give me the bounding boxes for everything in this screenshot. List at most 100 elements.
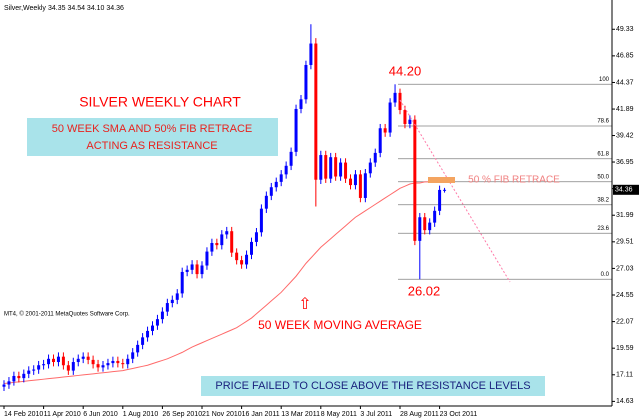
candle-body [12,375,16,382]
note-box [27,118,278,156]
candle-body [7,381,11,385]
candle-body [91,359,95,365]
candle-body [274,181,278,188]
candle-body [121,363,125,365]
last-price-box [613,184,639,195]
candle-body [195,264,199,275]
conclusion: PRICE FAILED TO CLOSE ABOVE THE RESISTAN… [215,380,530,392]
y-tick-label: 29.51 [616,239,634,246]
candle-body [42,364,46,366]
candle-body [47,358,51,365]
candle-body [259,208,263,233]
y-tick-label: 41.89 [616,106,634,113]
x-tick-label: 1 Aug 2010 [123,411,159,418]
x-tick-label: 16 Jan 2011 [242,411,280,418]
candle-body [363,173,367,198]
y-tick-label: 31.99 [616,212,634,219]
candle-body [269,187,273,196]
candle-body [131,352,135,359]
candle-body [235,252,239,261]
note-line: ACTING AS RESISTANCE [86,140,217,152]
candle-body [215,242,219,246]
candle-body [284,165,288,175]
y-tick-label: 22.07 [616,318,634,325]
candle-body [279,174,283,182]
fib-label: 0.0 [601,272,610,278]
candle-body [240,260,244,265]
candle-body [205,251,209,266]
candle-body [339,162,343,177]
candle-body [175,293,179,300]
candle-body [264,195,268,209]
fib-label: 50.0 [597,174,609,180]
candle-body [413,119,417,241]
x-tick-label: 21 Nov 2010 [202,411,242,418]
candle-body [146,330,150,338]
last-price-label: 34.36 [615,187,633,194]
sma-note: 50 WEEK MOVING AVERAGE [258,318,422,332]
candle-body [428,222,432,231]
candle-body [304,64,308,100]
candle-body [393,92,397,103]
candle-body [373,152,377,163]
candle-body [141,337,145,345]
y-tick-label: 36.95 [616,159,634,166]
x-tick-label: 23 Oct 2011 [440,411,478,418]
candle-body [329,157,333,179]
y-tick-label: 24.55 [616,292,634,299]
y-tick-label: 44.37 [616,79,634,86]
candle-body [438,189,442,211]
note-line: 50 WEEK SMA AND 50% FIB RETRACE [52,123,253,135]
y-tick-label: 19.59 [616,345,634,352]
candle-body [101,365,105,368]
candle-body [353,174,357,186]
candle-body [61,356,65,366]
fib-label: 100 [599,77,610,83]
candle-body [136,344,140,353]
candle-body [254,232,258,242]
candle-body [388,102,392,133]
candle-body [185,269,189,272]
candle-body [210,242,214,252]
candle-body [200,265,204,275]
candle-body [344,162,348,179]
candle-body [126,358,130,365]
candle-body [289,151,293,166]
candle-body [2,384,6,387]
candle-body [314,43,318,180]
candle-body [106,363,110,366]
candle-body [22,373,26,379]
candle-body [81,356,85,359]
candle-body [155,319,159,326]
trend-line [399,99,511,283]
candle-body [32,369,36,371]
candle-body [27,370,31,374]
fib-label: 61.8 [597,151,609,157]
candle-body [423,217,427,231]
candle-body [66,365,70,371]
candle-body [403,110,407,124]
y-tick-label: 49.33 [616,26,634,33]
fib-note: 50 % FIB RETRACE [468,175,560,186]
conclusion-box [201,376,545,396]
candle-body [111,360,115,364]
candle-body [398,92,402,111]
candle-body [418,217,422,241]
candle-body [245,254,249,265]
symbol: Silver,Weekly [4,5,46,12]
candle-body [17,375,21,379]
fib-label: 78.6 [597,119,609,125]
candle-body [230,231,234,253]
fib-label: 38.2 [597,197,609,203]
candle-body [86,356,90,360]
candle-body [71,362,75,371]
candle-body [334,157,338,177]
candle-body [378,128,382,153]
candle-body [180,271,184,294]
y-tick-label: 14.63 [616,398,634,405]
resistance-marker [428,177,455,183]
candle-body [190,264,194,270]
candle-body [165,303,169,312]
